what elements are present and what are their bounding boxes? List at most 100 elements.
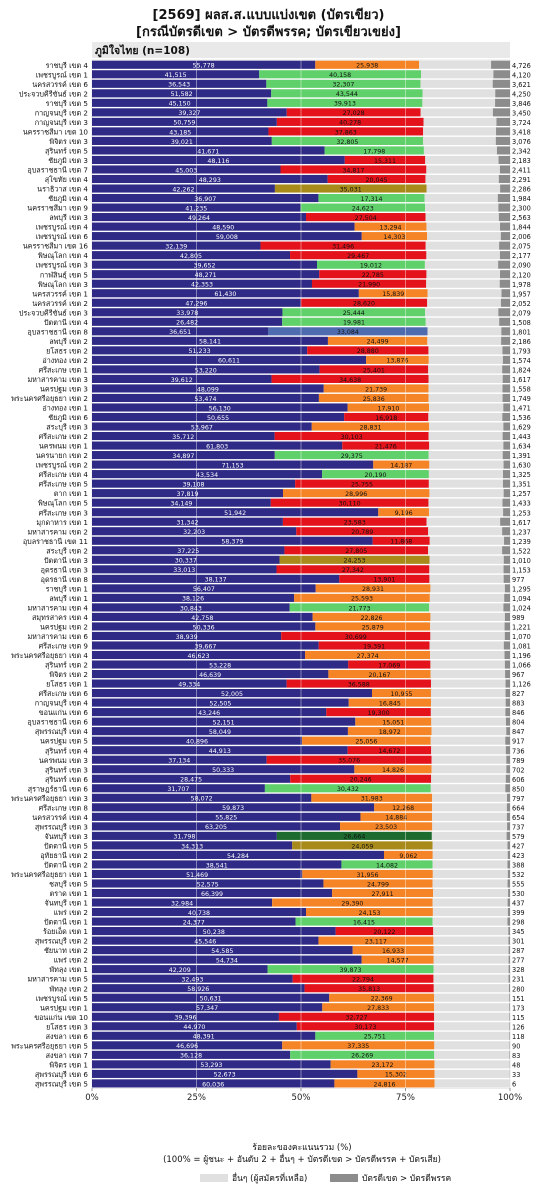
excess-label: 3,621: [512, 81, 531, 89]
excess-label: 3,076: [512, 138, 531, 146]
value-label-winner: 53,967: [191, 424, 213, 431]
excess-label: 1,024: [512, 604, 531, 612]
value-label-runner-up: 25,593: [351, 596, 373, 603]
value-label-winner: 51,233: [189, 348, 211, 355]
excess-label: 2,090: [512, 262, 531, 270]
bar-runner-up: [373, 460, 430, 469]
value-label-winner: 31,342: [176, 520, 198, 527]
row-label: ศรีสะเกษ เขต 2: [39, 432, 88, 441]
excess-label: 1,574: [512, 357, 531, 365]
bar-excess: [505, 689, 510, 698]
bar-others: [423, 146, 497, 155]
excess-label: 917: [512, 738, 525, 746]
value-label-winner: 34,313: [181, 843, 203, 850]
bar-runner-up: [311, 793, 433, 802]
bar-winner: [92, 136, 272, 145]
value-label-runner-up: 21,990: [358, 282, 380, 289]
value-label-runner-up: 15,311: [374, 158, 396, 165]
excess-label: 1,433: [512, 500, 531, 508]
bar-runner-up: [286, 679, 431, 688]
bar-runner-up: [372, 536, 430, 545]
bar-others: [428, 451, 503, 460]
bar-winner: [92, 451, 275, 460]
value-label-winner: 33,013: [173, 567, 195, 574]
excess-label: 151: [512, 995, 525, 1003]
bar-winner: [92, 260, 318, 269]
excess-label: 298: [512, 919, 525, 927]
bar-excess: [503, 603, 510, 612]
value-label-runner-up: 35,031: [340, 186, 362, 193]
bar-excess: [502, 479, 510, 488]
row-label: ราชบุรี เขต 4: [46, 61, 89, 70]
bar-winner: [92, 879, 324, 888]
bar-excess: [505, 708, 510, 717]
bar-runner-up: [366, 355, 429, 364]
value-label-winner: 71,153: [222, 462, 244, 469]
bar-runner-up: [354, 222, 427, 231]
row-label: ศรีสะเกษ เขต 1: [39, 365, 88, 374]
bar-others: [430, 584, 505, 593]
excess-label: 967: [512, 671, 525, 679]
value-label-winner: 32,984: [171, 900, 193, 907]
excess-label: 1,325: [512, 471, 531, 479]
row-label: มหาสารคาม เขต 3: [27, 375, 88, 384]
value-label-winner: 45,150: [169, 101, 191, 108]
bar-winner: [92, 241, 261, 250]
value-label-winner: 39,108: [183, 482, 205, 489]
bar-runner-up: [348, 660, 431, 669]
row-label: กาญจนบุรี เขต 4: [35, 699, 89, 708]
x-tick-label: 50%: [292, 1093, 311, 1103]
bar-others: [429, 593, 505, 602]
bar-runner-up: [268, 127, 424, 136]
bar-others: [426, 251, 500, 260]
bar-runner-up: [352, 946, 434, 955]
bar-winner: [92, 127, 269, 136]
excess-label: 1,630: [512, 462, 531, 470]
row-label: ขอนแก่น เขต 10: [34, 1013, 88, 1022]
bar-runner-up: [344, 155, 426, 165]
row-label: สุโขทัย เขต 4: [45, 175, 89, 184]
row-label: นครพนม เขต 1: [39, 442, 88, 451]
bar-runner-up: [384, 850, 433, 859]
value-label-runner-up: 20,167: [368, 672, 390, 679]
value-label-runner-up: 25,836: [363, 396, 385, 403]
value-label-winner: 53,474: [194, 396, 216, 403]
bar-excess: [505, 774, 510, 783]
value-label-runner-up: 24,499: [367, 339, 389, 346]
value-label-runner-up: 25,755: [351, 482, 373, 489]
value-label-winner: 48,391: [193, 1034, 215, 1041]
bar-runner-up: [295, 479, 429, 488]
bar-others: [430, 660, 505, 669]
value-label-runner-up: 22,369: [371, 996, 393, 1003]
excess-label: 1,253: [512, 509, 531, 517]
value-label-winner: 39,021: [171, 139, 193, 146]
bar-runner-up: [282, 1041, 435, 1050]
bar-excess: [506, 803, 510, 812]
value-label-runner-up: 23,117: [365, 938, 387, 945]
bar-others: [428, 346, 503, 355]
row-label: นครสวรรค์ เขต 4: [32, 813, 88, 822]
bar-excess: [504, 593, 510, 602]
bar-winner: [92, 679, 287, 688]
bar-others: [433, 974, 509, 983]
row-label: ยโสธร เขต 2: [46, 346, 88, 355]
value-label-runner-up: 28,996: [345, 491, 367, 498]
bar-winner: [92, 279, 312, 288]
value-label-runner-up: 15,051: [382, 720, 404, 727]
bar-runner-up: [292, 841, 433, 850]
bar-excess: [502, 498, 510, 507]
excess-label: 1,221: [512, 624, 531, 632]
value-label-runner-up: 13,294: [380, 224, 402, 231]
value-label-winner: 50,759: [173, 120, 195, 127]
bar-winner: [92, 641, 319, 650]
value-label-winner: 26,482: [176, 320, 198, 327]
chart-title: [2569] ผลส.ส.แบบแบ่งเขต (บัตรเขียว): [152, 8, 385, 23]
value-label-winner: 42,758: [191, 615, 213, 622]
bar-others: [432, 907, 508, 917]
bar-excess: [504, 536, 510, 545]
value-label-winner: 52,005: [221, 691, 243, 698]
row-label: ปัตตานี เขต 5: [44, 841, 88, 850]
value-label-runner-up: 27,028: [343, 110, 365, 117]
bar-runner-up: [306, 907, 433, 917]
bar-runner-up: [295, 917, 433, 926]
